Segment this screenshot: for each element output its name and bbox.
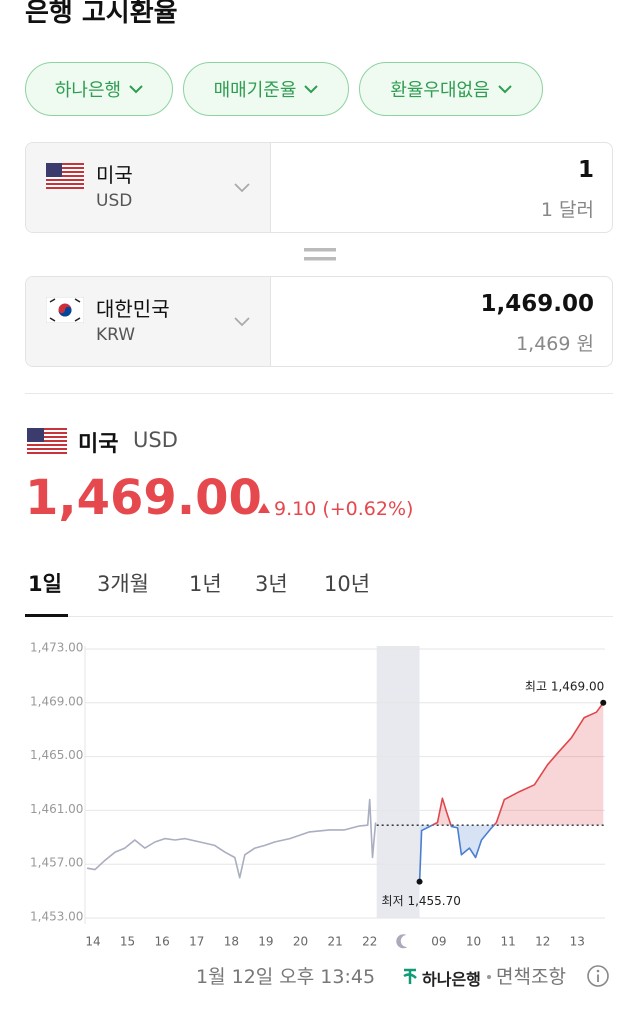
- tab[interactable]: 1년: [189, 572, 222, 596]
- tab-underline: [25, 614, 68, 617]
- country-name: 대한민국: [96, 297, 170, 321]
- rate-filter[interactable]: 매매기준율: [183, 62, 349, 116]
- amount-text: 1 달러: [540, 199, 594, 221]
- info-icon[interactable]: [586, 964, 610, 988]
- tab[interactable]: 3년: [255, 572, 288, 596]
- x-tick-label: 09: [431, 935, 446, 949]
- x-tick-label: 17: [189, 935, 204, 949]
- x-tick-label: 12: [535, 935, 550, 949]
- divider: [25, 393, 613, 394]
- x-tick-label: 13: [570, 935, 585, 949]
- us-flag: [46, 163, 84, 189]
- bank-logo: [403, 968, 417, 984]
- divider: [25, 616, 613, 617]
- tab[interactable]: 3개월: [97, 572, 150, 596]
- quote-country: 미국: [78, 432, 119, 457]
- y-tick-label: 1,473.00: [30, 641, 83, 655]
- x-tick-label: 20: [293, 935, 308, 949]
- y-tick-label: 1,453.00: [30, 910, 83, 924]
- separator-dot: [487, 975, 491, 979]
- currency-code: KRW: [96, 325, 136, 345]
- y-tick-label: 1,469.00: [30, 694, 83, 708]
- chevron: [234, 183, 250, 193]
- amount[interactable]: 1,469.00: [480, 291, 595, 317]
- tab[interactable]: 10년: [324, 572, 371, 596]
- bank-filter[interactable]: 하나은행: [25, 62, 173, 116]
- quote-change: 9.10 (+0.62%): [274, 498, 414, 520]
- chevron: [234, 317, 250, 327]
- up-arrow: [258, 503, 270, 513]
- extreme-point: [416, 878, 423, 885]
- filter-label: 하나은행: [54, 80, 122, 101]
- from-currency: 미국 USD 1 1 달러: [25, 142, 613, 233]
- chevron: [129, 85, 143, 94]
- us-flag: [27, 428, 67, 454]
- x-tick-label: 19: [258, 935, 273, 949]
- area: [419, 702, 604, 882]
- x-tick-label: 22: [362, 935, 377, 949]
- chevron: [304, 85, 319, 94]
- y-tick-label: 1,457.00: [30, 856, 83, 870]
- kr-flag: [46, 297, 84, 323]
- y-tick-label: 1,465.00: [30, 748, 83, 762]
- x-tick-label: 21: [327, 935, 342, 949]
- x-tick-label: 16: [155, 935, 170, 949]
- quote-rate: 1,469.00: [25, 470, 262, 526]
- currency-code: USD: [96, 191, 133, 211]
- x-tick-label: 18: [224, 935, 239, 949]
- x-tick-label: 10: [466, 935, 481, 949]
- discount-filter[interactable]: 환율우대없음: [359, 62, 543, 116]
- filter-label: 환율우대없음: [390, 80, 490, 101]
- quote-code: USD: [133, 428, 178, 452]
- bank-name: 하나은행: [422, 970, 481, 989]
- x-tick-label: 14: [85, 935, 100, 949]
- chevron: [497, 85, 512, 94]
- country-name: 미국: [96, 163, 133, 187]
- y-tick-label: 1,461.00: [30, 802, 83, 816]
- to-currency: 대한민국 KRW 1,469.00 1,469 원: [25, 276, 613, 367]
- currency-select[interactable]: 미국 USD: [26, 143, 271, 232]
- line: [86, 798, 377, 879]
- line: [418, 702, 604, 882]
- moon-icon: [396, 934, 408, 949]
- tab-active[interactable]: 1일: [28, 572, 62, 596]
- extreme-point: [600, 699, 607, 706]
- x-tick-label: 15: [120, 935, 135, 949]
- x-tick-label: 11: [500, 935, 515, 949]
- annotation: 최고 1,469.00: [525, 679, 604, 693]
- amount[interactable]: 1: [577, 157, 594, 183]
- amount-text: 1,469 원: [516, 333, 594, 355]
- page-title: 은행 고시환율: [25, 0, 178, 28]
- equals-icon: [304, 248, 336, 261]
- timestamp: 1월 12일 오후 13:45: [196, 966, 376, 988]
- filter-label: 매매기준율: [213, 80, 297, 101]
- annotation: 최저 1,455.70: [382, 894, 461, 908]
- closed-band: [376, 646, 420, 918]
- currency-select[interactable]: 대한민국 KRW: [26, 277, 271, 366]
- disclaimer[interactable]: 면책조항: [496, 966, 566, 988]
- chart: 1,453.00 1,457.00 1,461.00 1,465.00 1,469.00…: [30, 641, 607, 949]
